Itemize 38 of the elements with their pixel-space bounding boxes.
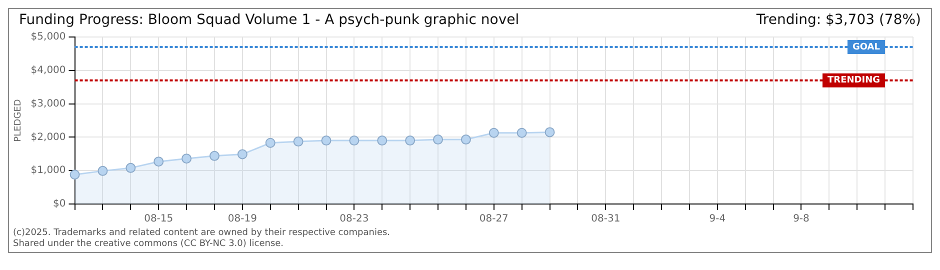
point bbox=[265, 138, 276, 148]
x-tick-label: 08-27 bbox=[479, 214, 508, 225]
x-tick-label: 08-23 bbox=[340, 214, 369, 225]
point bbox=[349, 136, 360, 146]
text: Shared under the creative commons (CC BY-NC 3.0) license. bbox=[13, 239, 285, 250]
point bbox=[516, 128, 527, 138]
y-axis-title: PLEDGED bbox=[14, 99, 24, 142]
point bbox=[293, 136, 304, 147]
point bbox=[544, 127, 555, 138]
y-tick-label: $0 bbox=[53, 198, 66, 210]
point bbox=[70, 170, 80, 180]
x-tick-label: 9-8 bbox=[793, 214, 810, 225]
y-tick-label: $3,000 bbox=[30, 98, 66, 110]
point bbox=[126, 162, 136, 173]
y-tick-label: $5,000 bbox=[30, 32, 66, 43]
x-tick-label: 08-15 bbox=[144, 214, 174, 225]
ref-line-label: GOAL bbox=[852, 42, 880, 52]
text: (c)2025. Trademarks and related content are owned by their respective companies. bbox=[13, 228, 392, 239]
y-tick-label: $4,000 bbox=[30, 64, 66, 76]
chart-subtitle: Trending: $3,703 (78%) bbox=[756, 12, 921, 28]
chart-title: Funding Progress: Bloom Squad Volume 1 - A psych-punk graphic novel bbox=[19, 12, 520, 28]
point bbox=[209, 150, 220, 161]
point bbox=[237, 149, 248, 160]
x-tick-label: 08-31 bbox=[591, 214, 620, 225]
point bbox=[488, 128, 499, 138]
point bbox=[182, 154, 192, 164]
y-tick-label: $1,000 bbox=[30, 165, 66, 176]
ref-line-label: TRENDING bbox=[828, 76, 880, 86]
point bbox=[405, 136, 416, 146]
point bbox=[433, 134, 444, 145]
point bbox=[377, 136, 388, 146]
point bbox=[98, 166, 108, 176]
point bbox=[154, 156, 164, 167]
x-tick-label: 08-19 bbox=[228, 214, 257, 225]
x-tick-label: 9-4 bbox=[709, 214, 726, 225]
point bbox=[321, 136, 332, 146]
point bbox=[460, 134, 471, 145]
y-tick-label: $2,000 bbox=[30, 132, 66, 143]
